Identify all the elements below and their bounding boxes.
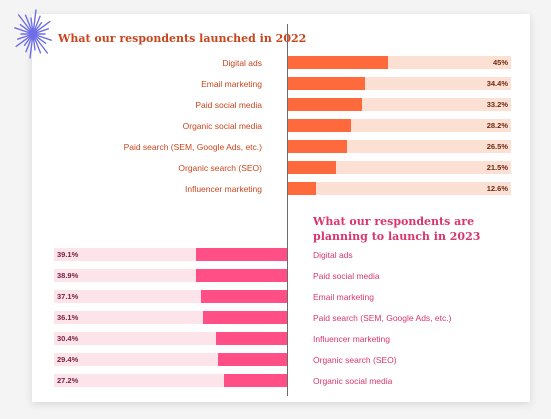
data-label: 39.1% [57,250,79,259]
bar-track: 30.4% [54,332,287,345]
bar-track: 33.2% [288,98,511,111]
burst-ray [15,33,34,48]
burst-ray [32,33,42,54]
burst-ray [25,33,34,53]
bar [223,374,287,387]
bar [288,140,348,153]
category-label: Paid social media [313,271,380,281]
bar-track: 28.2% [288,119,511,132]
category-label: Digital ads [222,58,262,68]
data-label: 29.4% [57,355,79,364]
data-label: 37.1% [57,292,79,301]
chart-title-2023: What our respondents are planning to lau… [313,215,481,243]
bar [195,248,287,261]
bar [288,77,365,90]
category-label: Digital ads [313,250,353,260]
burst-ray [29,33,34,59]
data-label: 33.2% [486,100,508,109]
data-label: 36.1% [57,313,79,322]
burst-ray [32,33,49,54]
burst-ray [32,33,47,45]
data-label: 28.2% [486,121,508,130]
category-label: Email marketing [313,292,374,302]
bar-track: 26.5% [288,140,511,153]
bar-track: 36.1% [54,311,287,324]
burst-ray [32,33,52,41]
chart-title-2022: What our respondents launched in 2022 [58,32,307,45]
burst-ray [16,33,34,40]
data-label: 34.4% [486,79,508,88]
category-label: Organic social media [182,121,262,131]
bar [288,161,336,174]
bar [202,311,287,324]
burst-ray [32,20,51,35]
burst-ray [19,23,34,35]
bar-track: 45% [288,56,511,69]
burst-ray [32,9,37,35]
bar-track: 21.5% [288,161,511,174]
bar [196,269,287,282]
center-divider [287,24,288,396]
bar-track: 27.2% [54,374,287,387]
data-label: 45% [492,58,508,67]
bar-track: 38.9% [54,269,287,282]
category-label: Organic social media [313,376,393,386]
burst-decoration-icon [14,9,52,59]
bar [288,98,363,111]
data-label: 27.2% [57,376,79,385]
bar-track: 34.4% [288,77,511,90]
category-label: Email marketing [201,79,262,89]
bar [288,56,389,69]
burst-ray [14,27,34,35]
burst-ray [17,14,34,35]
category-label: Influencer marketing [184,184,262,194]
category-label: Influencer marketing [313,334,391,344]
data-label: 38.9% [57,271,79,280]
category-label: Organic search (SEO) [178,163,262,173]
category-label: Paid social media [195,100,262,110]
bar-track: 39.1% [54,248,287,261]
burst-ray [32,28,50,35]
bar [288,119,351,132]
bar [218,353,287,366]
bar-track: 29.4% [54,353,287,366]
data-label: 30.4% [57,334,79,343]
bar [216,332,287,345]
burst-ray [24,14,34,35]
data-label: 26.5% [486,142,508,151]
bar [288,182,317,195]
category-label: Paid search (SEM, Google Ads, etc.) [123,142,262,152]
bar-track: 12.6% [288,182,511,195]
category-label: Organic search (SEO) [313,355,397,365]
bar-track: 37.1% [54,290,287,303]
category-label: Paid search (SEM, Google Ads, etc.) [313,313,452,323]
bar [200,290,287,303]
data-label: 12.6% [486,184,508,193]
burst-ray [32,15,41,35]
data-label: 21.5% [486,163,508,172]
